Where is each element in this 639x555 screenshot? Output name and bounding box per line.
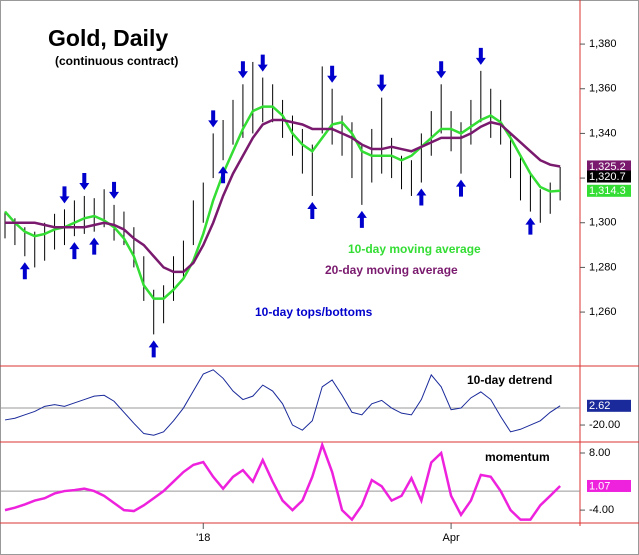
bottom-arrow xyxy=(356,210,367,228)
last-close-label: 1,320.7 xyxy=(589,171,626,183)
y-tick-label: 8.00 xyxy=(589,447,610,459)
top-arrow xyxy=(59,186,70,204)
y-tick-label: -20.00 xyxy=(589,419,620,431)
last-value-label-box xyxy=(587,479,631,492)
top-arrow xyxy=(327,65,338,83)
y-tick-label: 1,360 xyxy=(589,83,617,95)
top-arrow xyxy=(109,181,120,199)
bottom-arrow xyxy=(69,242,80,260)
chart-subtitle: (continuous contract) xyxy=(55,54,178,68)
annotation: 10-day tops/bottoms xyxy=(255,305,373,319)
series-line xyxy=(5,118,561,274)
last-value-label-box xyxy=(587,399,631,412)
bottom-arrow xyxy=(307,201,318,219)
y-tick-label: 1,380 xyxy=(589,38,617,50)
bottom-arrow xyxy=(148,340,159,358)
top-arrow xyxy=(237,61,248,79)
bottom-arrow xyxy=(416,188,427,206)
legend-label: 10-day moving average xyxy=(348,242,481,256)
y-tick-label: 1,260 xyxy=(589,306,617,318)
last-value-label: 2.62 xyxy=(589,400,610,412)
y-tick-label: 1,340 xyxy=(589,127,617,139)
last-value-label: 1,325.2 xyxy=(589,161,626,173)
top-arrow xyxy=(436,61,447,79)
y-tick-label: 1,300 xyxy=(589,217,617,229)
y-tick-label: 1,280 xyxy=(589,261,617,273)
top-arrow xyxy=(257,54,268,72)
top-arrow xyxy=(208,110,219,128)
bottom-arrow xyxy=(89,237,100,255)
last-value-label-box xyxy=(587,184,631,197)
panel-title: 10-day detrend xyxy=(467,373,552,387)
y-tick-label: -4.00 xyxy=(589,504,614,516)
legend-label: 20-day moving average xyxy=(325,263,458,277)
last-value-label-box xyxy=(587,160,631,173)
top-arrow xyxy=(475,47,486,65)
x-tick-label: '18 xyxy=(196,532,210,544)
last-value-label: 1,314.3 xyxy=(589,185,626,197)
last-value-label: 1.07 xyxy=(589,480,610,492)
chart-title: Gold, Daily xyxy=(48,25,168,51)
x-tick-label: Apr xyxy=(443,532,460,544)
last-close-label-box xyxy=(587,170,631,183)
panel-title: momentum xyxy=(485,450,550,464)
bottom-arrow xyxy=(218,166,229,184)
top-arrow xyxy=(79,172,90,190)
bottom-arrow xyxy=(525,217,536,235)
series-line xyxy=(4,441,562,522)
top-arrow xyxy=(376,74,387,92)
bottom-arrow xyxy=(456,179,466,197)
series-line xyxy=(4,105,561,300)
bottom-arrow xyxy=(19,262,30,280)
series-line xyxy=(4,369,561,436)
